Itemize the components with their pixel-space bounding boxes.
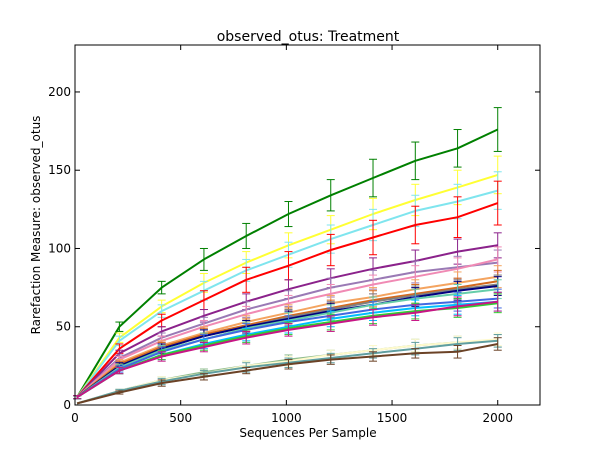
series-line-15 xyxy=(76,300,498,399)
y-axis-label: Rarefaction Measure: observed_otus xyxy=(29,116,43,335)
series-line-3 xyxy=(76,202,499,398)
series-19 xyxy=(76,337,502,405)
x-tick-label-1: 500 xyxy=(169,411,192,425)
chart-title: observed_otus: Treatment xyxy=(217,29,400,45)
plot-frame xyxy=(74,44,541,406)
series-line-6 xyxy=(76,258,498,398)
x-tick-label-3: 1500 xyxy=(377,411,408,425)
x-tick-label-0: 0 xyxy=(71,411,79,425)
series-15 xyxy=(73,291,502,400)
series-3 xyxy=(73,180,502,400)
y-tick-label-3: 150 xyxy=(48,163,71,177)
ticks-layer: 0 500 1000 1500 2000 0 50 100 150 200 xyxy=(48,45,540,425)
x-tick-label-2: 1000 xyxy=(271,411,302,425)
y-tick-label-0: 0 xyxy=(63,398,71,412)
series-line-19 xyxy=(76,343,498,405)
series-layer xyxy=(73,107,502,405)
x-axis-label: Sequences Per Sample xyxy=(239,426,376,440)
y-tick-label-2: 100 xyxy=(48,241,71,255)
y-tick-label-4: 200 xyxy=(48,85,71,99)
x-tick-label-4: 2000 xyxy=(482,411,513,425)
series-line-4 xyxy=(76,244,498,398)
series-0 xyxy=(73,107,502,400)
series-line-0 xyxy=(76,128,499,398)
y-tick-label-1: 50 xyxy=(56,320,71,334)
